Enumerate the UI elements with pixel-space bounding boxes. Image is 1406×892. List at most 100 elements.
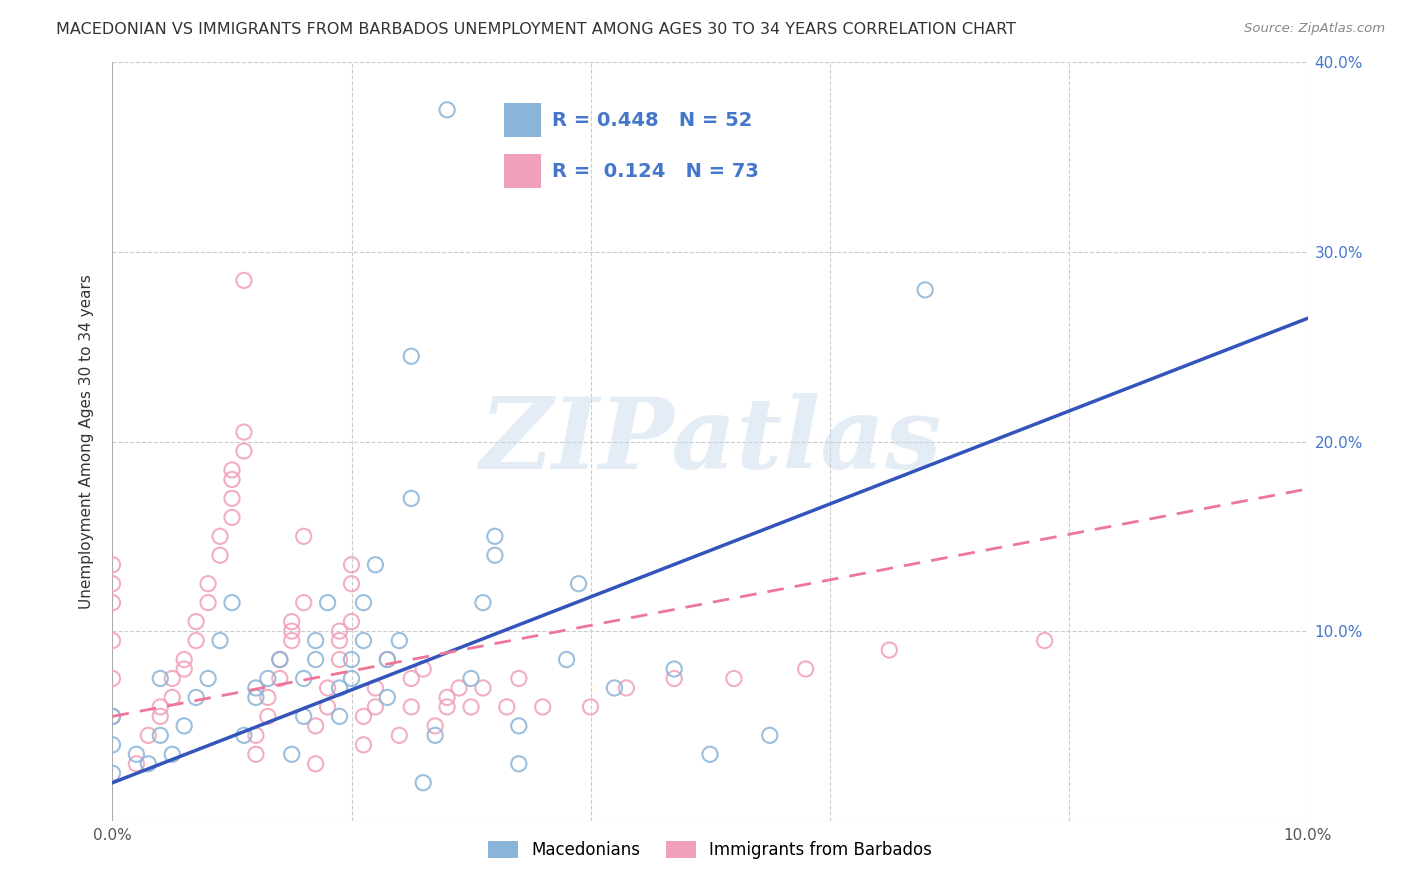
Point	[555, 652, 578, 666]
Point	[245, 728, 267, 742]
Point	[401, 349, 423, 363]
Point	[364, 699, 387, 714]
Point	[364, 558, 387, 572]
Point	[401, 672, 423, 686]
Point	[401, 699, 423, 714]
Point	[292, 709, 315, 723]
Point	[269, 652, 291, 666]
Point	[340, 558, 363, 572]
Point	[329, 652, 352, 666]
Y-axis label: Unemployment Among Ages 30 to 34 years: Unemployment Among Ages 30 to 34 years	[79, 274, 94, 609]
Point	[101, 633, 124, 648]
Point	[484, 548, 506, 563]
Point	[257, 672, 280, 686]
Point	[101, 576, 124, 591]
Point	[568, 576, 591, 591]
Point	[364, 681, 387, 695]
Point	[531, 699, 554, 714]
Point	[186, 615, 208, 629]
Point	[305, 756, 328, 771]
Point	[233, 444, 256, 458]
Point	[292, 672, 315, 686]
Point	[221, 510, 243, 524]
Point	[233, 273, 256, 287]
Point	[353, 709, 375, 723]
Point	[699, 747, 721, 762]
Point	[162, 672, 183, 686]
Point	[412, 776, 434, 790]
Point	[794, 662, 817, 676]
Point	[664, 662, 686, 676]
Point	[197, 596, 219, 610]
Point	[460, 672, 482, 686]
Point	[353, 596, 375, 610]
Point	[101, 738, 124, 752]
Point	[401, 491, 423, 506]
Point	[305, 652, 328, 666]
Point	[125, 756, 148, 771]
Point	[388, 728, 411, 742]
Point	[508, 672, 530, 686]
Point	[340, 615, 363, 629]
Point	[472, 681, 495, 695]
Point	[436, 699, 458, 714]
Point	[412, 662, 434, 676]
Point	[292, 529, 315, 543]
Legend: Macedonians, Immigrants from Barbados: Macedonians, Immigrants from Barbados	[482, 834, 938, 865]
Point	[101, 766, 124, 780]
Point	[329, 681, 352, 695]
Point	[209, 548, 232, 563]
Point	[245, 681, 267, 695]
Point	[101, 558, 124, 572]
Point	[209, 529, 232, 543]
Point	[436, 690, 458, 705]
Point	[221, 491, 243, 506]
Point	[233, 728, 256, 742]
Point	[879, 643, 901, 657]
Point	[292, 596, 315, 610]
Point	[340, 672, 363, 686]
Point	[449, 681, 471, 695]
Point	[316, 681, 339, 695]
Point	[340, 652, 363, 666]
Point	[209, 633, 232, 648]
Point	[101, 672, 124, 686]
Point	[138, 728, 160, 742]
Point	[579, 699, 602, 714]
Point	[508, 756, 530, 771]
Point	[425, 728, 447, 742]
Point	[305, 719, 328, 733]
Point	[101, 709, 124, 723]
Point	[173, 719, 195, 733]
Point	[329, 709, 352, 723]
Point	[149, 728, 172, 742]
Point	[125, 747, 148, 762]
Point	[377, 652, 399, 666]
Point	[329, 624, 352, 639]
Point	[149, 709, 172, 723]
Point	[759, 728, 782, 742]
Point	[162, 690, 183, 705]
Point	[603, 681, 626, 695]
Point	[436, 103, 458, 117]
Point	[316, 596, 339, 610]
Point	[723, 672, 745, 686]
Point	[269, 652, 291, 666]
Point	[162, 747, 183, 762]
Point	[257, 690, 280, 705]
Point	[281, 624, 304, 639]
Point	[616, 681, 638, 695]
Point	[221, 463, 243, 477]
Point	[221, 596, 243, 610]
Point	[305, 633, 328, 648]
Point	[197, 672, 219, 686]
Point	[281, 747, 304, 762]
Text: MACEDONIAN VS IMMIGRANTS FROM BARBADOS UNEMPLOYMENT AMONG AGES 30 TO 34 YEARS CO: MACEDONIAN VS IMMIGRANTS FROM BARBADOS U…	[56, 22, 1017, 37]
Point	[186, 690, 208, 705]
Point	[173, 662, 195, 676]
Point	[353, 738, 375, 752]
Point	[257, 709, 280, 723]
Point	[340, 576, 363, 591]
Point	[138, 756, 160, 771]
Point	[472, 596, 495, 610]
